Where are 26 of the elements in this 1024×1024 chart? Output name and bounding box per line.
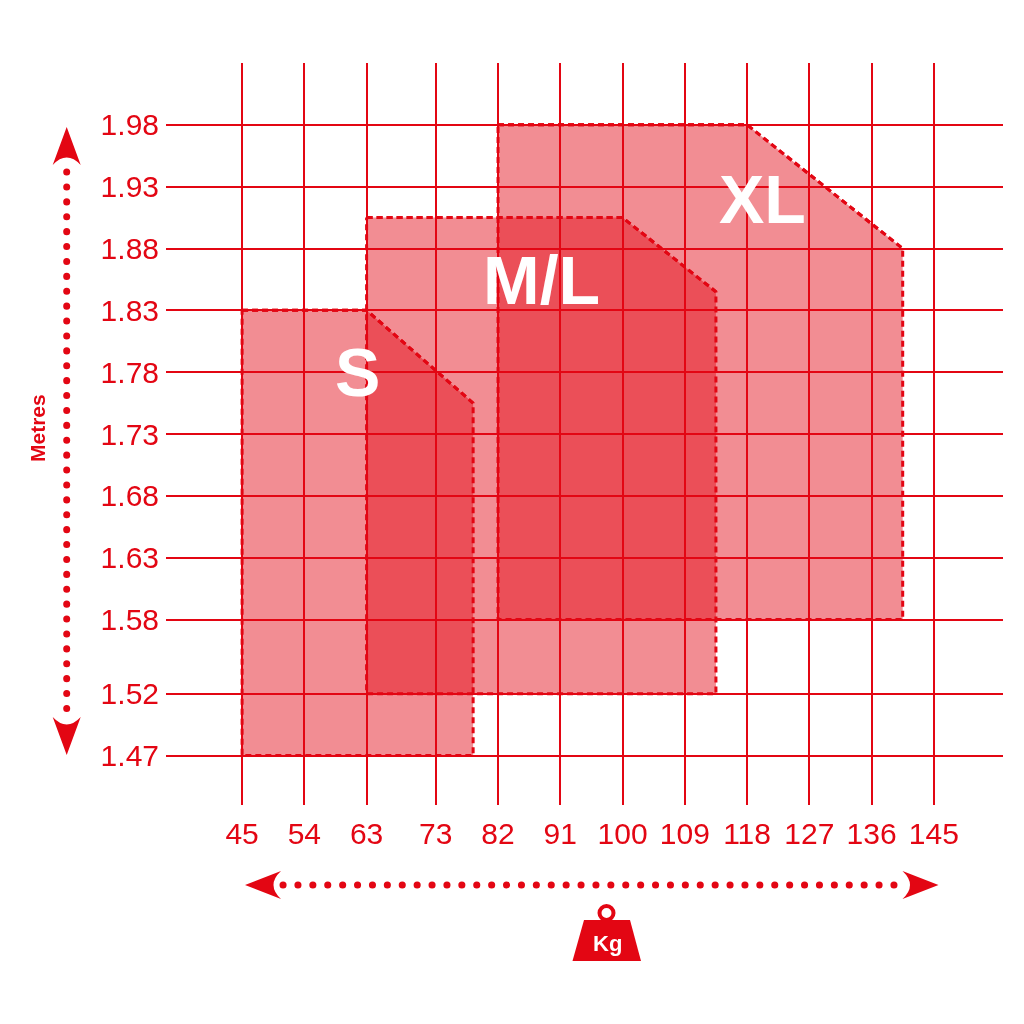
x-tick-label: 91 [543, 817, 577, 850]
y-tick-label: 1.88 [100, 232, 159, 265]
x-axis-title: Kg [593, 931, 623, 956]
y-tick-label: 1.68 [100, 479, 159, 513]
x-tick-label: 136 [846, 817, 897, 850]
x-tick-label: 45 [225, 817, 259, 850]
y-tick-label: 1.63 [100, 541, 159, 575]
x-tick-label: 100 [597, 817, 648, 850]
y-tick-label: 1.47 [100, 739, 159, 773]
x-tick-label: 127 [784, 817, 835, 850]
x-tick-label: 145 [908, 817, 959, 850]
y-tick-label: 1.98 [100, 108, 159, 142]
x-tick-label: 73 [419, 817, 453, 850]
y-tick-label: 1.52 [100, 677, 159, 711]
y-axis-title: Metres [26, 394, 49, 462]
y-tick-label: 1.83 [100, 293, 159, 327]
x-tick-label: 63 [349, 817, 384, 850]
y-tick-label: 1.73 [100, 417, 159, 451]
x-tick-label: 118 [723, 817, 771, 850]
x-tick-label: 82 [481, 817, 515, 850]
y-tick-label: 1.78 [100, 355, 159, 389]
x-tick-label: 54 [287, 817, 322, 850]
x-tick-label: 109 [659, 817, 710, 850]
series-label: M/L [483, 242, 601, 318]
y-tick-label: 1.58 [100, 603, 159, 636]
y-tick-label: 1.93 [100, 170, 159, 204]
